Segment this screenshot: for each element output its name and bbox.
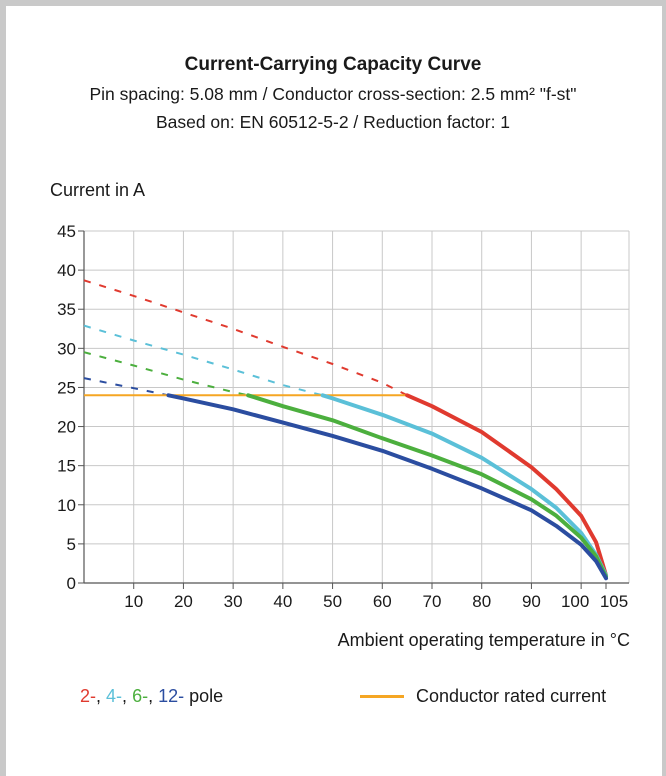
x-tick-label: 105 bbox=[600, 592, 628, 611]
chart-subtitle-standard: Based on: EN 60512-5-2 / Reduction facto… bbox=[155, 112, 511, 132]
y-tick-label: 15 bbox=[57, 457, 76, 476]
series-6-pole-curve bbox=[246, 393, 608, 579]
legend-rated-current-label: Conductor rated current bbox=[416, 686, 607, 706]
y-tick-label: 30 bbox=[57, 339, 76, 358]
x-tick-label: 100 bbox=[561, 592, 589, 611]
x-tick-label: 60 bbox=[373, 592, 392, 611]
series-4-pole-dashed bbox=[83, 324, 323, 397]
series-12-pole-dashed bbox=[83, 377, 169, 397]
legend-rated-current-swatch bbox=[360, 695, 404, 698]
legend-rated-current: Conductor rated current bbox=[360, 686, 606, 707]
series-2-pole-dashed bbox=[83, 279, 408, 397]
legend-pole-part: , bbox=[96, 686, 107, 706]
y-tick-label: 20 bbox=[57, 418, 76, 437]
x-tick-label: 40 bbox=[273, 592, 292, 611]
series-12-pole-curve bbox=[166, 393, 608, 581]
x-tick-label: 30 bbox=[224, 592, 243, 611]
y-tick-label: 40 bbox=[57, 261, 76, 280]
legend-pole-part: 6- bbox=[132, 686, 149, 706]
x-tick-label: 90 bbox=[522, 592, 541, 611]
legend-pole-entries: 2-, 4-, 6-, 12- pole bbox=[80, 686, 223, 707]
series-2-pole-curve bbox=[405, 393, 608, 578]
legend-pole-part: 2- bbox=[80, 686, 97, 706]
x-tick-label: 70 bbox=[423, 592, 442, 611]
y-tick-label: 0 bbox=[67, 574, 76, 593]
x-tick-label: 10 bbox=[124, 592, 143, 611]
legend-pole-part: 4- bbox=[106, 686, 123, 706]
x-tick-label: 50 bbox=[323, 592, 342, 611]
x-tick-label: 80 bbox=[472, 592, 491, 611]
y-tick-label: 10 bbox=[57, 496, 76, 515]
legend-pole-part: 12- bbox=[158, 686, 185, 706]
chart-title: Current-Carrying Capacity Curve bbox=[184, 54, 482, 75]
y-tick-label: 45 bbox=[57, 222, 76, 241]
y-tick-label: 5 bbox=[67, 535, 76, 554]
chart-subtitle-pin-spacing: Pin spacing: 5.08 mm / Conductor cross-s… bbox=[89, 84, 577, 104]
legend-pole-part: , bbox=[122, 686, 133, 706]
x-tick-label: 20 bbox=[174, 592, 193, 611]
series-6-pole-dashed bbox=[83, 351, 249, 397]
y-tick-label: 35 bbox=[57, 300, 76, 319]
y-tick-label: 25 bbox=[57, 378, 76, 397]
legend-pole-part: , bbox=[148, 686, 159, 706]
y-axis-label: Current in A bbox=[50, 180, 146, 200]
x-axis-label: Ambient operating temperature in °C bbox=[337, 630, 630, 650]
legend-pole-part: pole bbox=[184, 686, 224, 706]
